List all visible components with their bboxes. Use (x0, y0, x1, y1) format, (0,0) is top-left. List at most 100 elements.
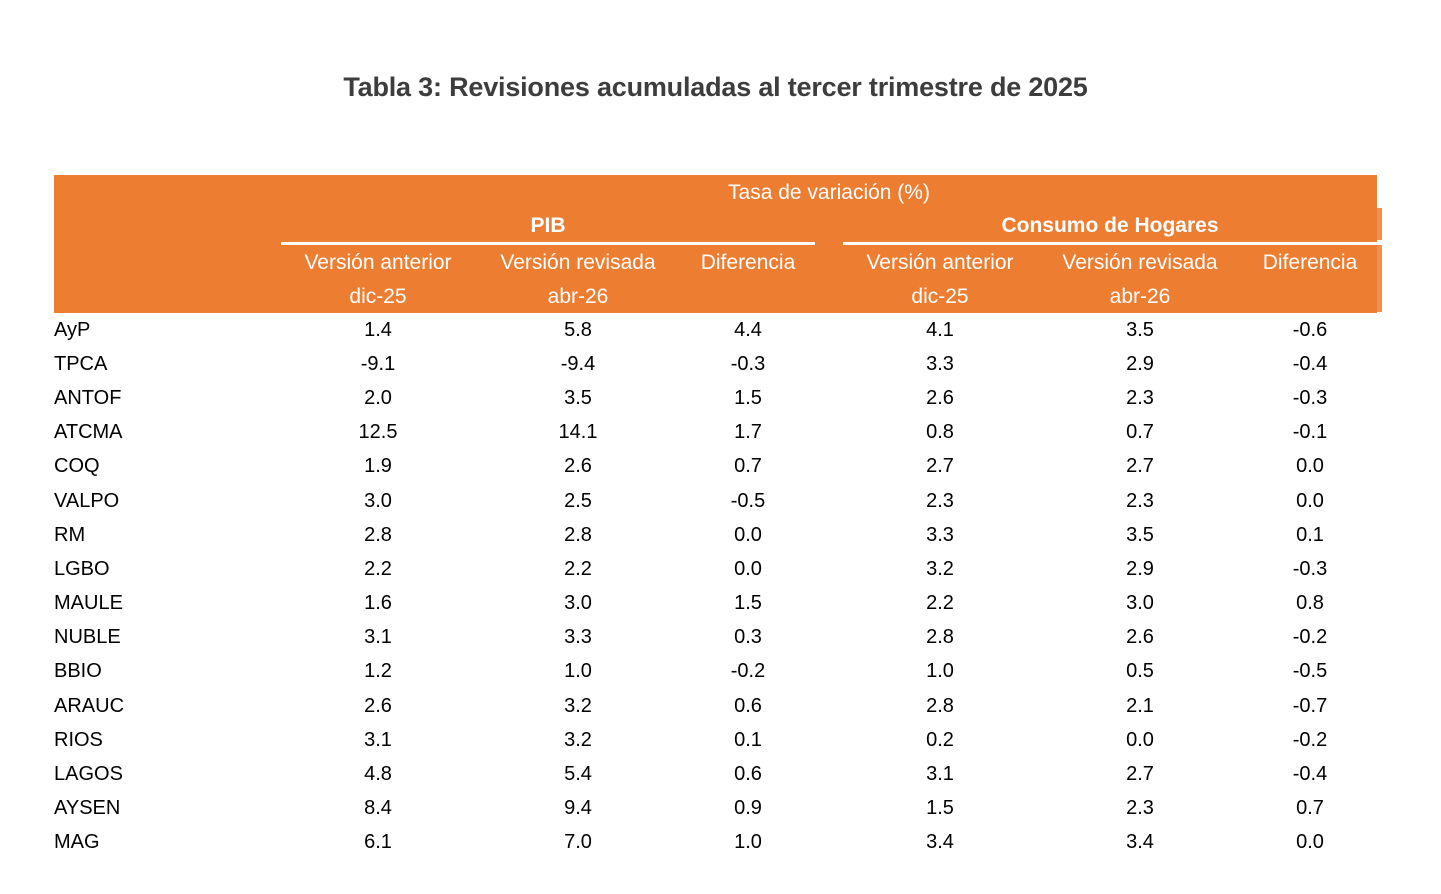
table-body: AyP 1.4 5.8 4.4 4.1 3.5 -0.6 TPCA -9.1 -… (54, 313, 1377, 860)
pib-revisada-value: 5.4 (564, 763, 592, 786)
table-row: ARAUC 2.6 3.2 0.6 2.8 2.1 -0.7 (54, 689, 1377, 723)
consumo-diferencia-value: -0.2 (1292, 626, 1328, 649)
column-gap (815, 381, 843, 415)
consumo-diferencia-header: Diferencia (1243, 243, 1378, 280)
pib-revisada-value: 1.0 (564, 660, 592, 683)
consumo-anterior-value: 2.3 (926, 489, 954, 512)
consumo-anterior-value: 3.1 (926, 763, 954, 786)
pib-anterior-value: 1.6 (364, 592, 392, 615)
consumo-diferencia-value: 0.7 (1296, 797, 1324, 820)
revisions-table: Tasa de variación (%) PIB Consumo de Hog… (54, 175, 1378, 860)
consumo-diferencia-value: -0.5 (1292, 660, 1328, 683)
pib-revisada-value: 2.8 (564, 523, 592, 546)
column-gap (815, 621, 843, 655)
region-label: LGBO (54, 557, 110, 580)
pib-anterior-value: 3.1 (364, 728, 392, 751)
pib-diferencia-value: 1.7 (734, 421, 762, 444)
pib-anterior-value: 3.0 (364, 489, 392, 512)
region-label: RM (54, 523, 86, 546)
pib-diferencia-value: 0.0 (734, 557, 762, 580)
column-gap (815, 655, 843, 689)
pib-anterior-value: 2.2 (364, 557, 392, 580)
pib-diferencia-header: Diferencia (681, 243, 815, 280)
consumo-version-anterior-header: Versión anterior (843, 243, 1037, 280)
group-gap-cell (815, 243, 843, 280)
consumo-diferencia-value: -0.4 (1292, 352, 1328, 375)
pib-diferencia-value: -0.2 (730, 660, 766, 683)
column-gap (815, 313, 843, 347)
consumo-diferencia-value: -0.3 (1292, 557, 1328, 580)
header-corner-cell (54, 175, 281, 210)
header-empty-cell (54, 243, 281, 280)
column-gap (815, 689, 843, 723)
pib-diferencia-value: 0.0 (734, 523, 762, 546)
pib-diferencia-value: -0.5 (730, 489, 766, 512)
group-header-pib: PIB (281, 210, 815, 245)
group-gap-cell (815, 210, 843, 244)
pib-revisada-value: -9.4 (560, 352, 596, 375)
pib-anterior-value: -9.1 (360, 352, 396, 375)
table-title: Tabla 3: Revisiones acumuladas al tercer… (343, 72, 1088, 102)
consumo-diferencia-value: -0.6 (1292, 318, 1328, 341)
region-label: ANTOF (54, 386, 122, 409)
pib-diferencia-value: 0.3 (734, 626, 762, 649)
column-gap (815, 587, 843, 621)
table-row: LAGOS 4.8 5.4 0.6 3.1 2.7 -0.4 (54, 757, 1377, 791)
pib-revisada-value: 5.8 (564, 318, 592, 341)
consumo-anterior-value: 2.6 (926, 386, 954, 409)
table-header: Tasa de variación (%) PIB Consumo de Hog… (54, 175, 1378, 313)
consumo-anterior-value: 2.7 (926, 455, 954, 478)
table-row: ANTOF 2.0 3.5 1.5 2.6 2.3 -0.3 (54, 381, 1377, 415)
pib-diferencia-value: 0.6 (734, 763, 762, 786)
consumo-diferencia-value: -0.3 (1292, 386, 1328, 409)
consumo-revisada-value: 2.1 (1126, 694, 1154, 717)
consumo-diferencia-value: -0.7 (1292, 694, 1328, 717)
consumo-diferencia-value: -0.2 (1292, 728, 1328, 751)
pib-revisada-value: 2.5 (564, 489, 592, 512)
region-label: VALPO (54, 489, 120, 512)
consumo-revisada-value: 0.0 (1126, 728, 1154, 751)
region-label: AyP (54, 318, 91, 341)
header-empty-cell (54, 280, 281, 313)
consumo-revisada-value: 0.7 (1126, 421, 1154, 444)
consumo-revisada-value: 2.6 (1126, 626, 1154, 649)
consumo-anterior-value: 4.1 (926, 318, 954, 341)
pib-diferencia-value: 0.6 (734, 694, 762, 717)
table-row: RM 2.8 2.8 0.0 3.3 3.5 0.1 (54, 518, 1377, 552)
pib-revisada-value: 14.1 (558, 421, 598, 444)
consumo-anterior-value: 1.5 (926, 797, 954, 820)
header-empty-cell (681, 280, 815, 313)
column-gap (815, 518, 843, 552)
pib-anterior-value: 8.4 (364, 797, 392, 820)
header-empty-cell (1243, 280, 1378, 313)
consumo-revisada-value: 3.0 (1126, 592, 1154, 615)
consumo-revisada-value: 3.5 (1126, 523, 1154, 546)
region-label: LAGOS (54, 763, 123, 786)
column-gap (815, 552, 843, 586)
pib-diferencia-value: 4.4 (734, 318, 762, 341)
pib-diferencia-value: 0.7 (734, 455, 762, 478)
table-row: AyP 1.4 5.8 4.4 4.1 3.5 -0.6 (54, 313, 1377, 347)
consumo-diferencia-value: 0.8 (1296, 592, 1324, 615)
pib-anterior-value: 4.8 (364, 763, 392, 786)
column-gap (815, 416, 843, 450)
consumo-revisada-period: abr-26 (1037, 280, 1243, 313)
pib-version-anterior-header: Versión anterior (281, 243, 475, 280)
consumo-anterior-period: dic-25 (843, 280, 1037, 313)
consumo-revisada-value: 2.9 (1126, 557, 1154, 580)
variation-rate-header: Tasa de variación (%) (281, 175, 1378, 210)
pib-diferencia-value: 1.5 (734, 592, 762, 615)
column-gap (815, 450, 843, 484)
consumo-diferencia-value: 0.0 (1296, 489, 1324, 512)
column-gap (815, 484, 843, 518)
group-header-consumo-hogares: Consumo de Hogares (843, 210, 1378, 245)
pib-revisada-value: 3.0 (564, 592, 592, 615)
region-label: MAULE (54, 592, 123, 615)
consumo-revisada-value: 3.4 (1126, 831, 1154, 854)
pib-revisada-value: 3.2 (564, 728, 592, 751)
pib-anterior-value: 1.4 (364, 318, 392, 341)
header-row-groups: PIB Consumo de Hogares (54, 210, 1378, 245)
pib-anterior-period: dic-25 (281, 280, 475, 313)
pib-version-revisada-header: Versión revisada (475, 243, 681, 280)
pib-anterior-value: 1.9 (364, 455, 392, 478)
